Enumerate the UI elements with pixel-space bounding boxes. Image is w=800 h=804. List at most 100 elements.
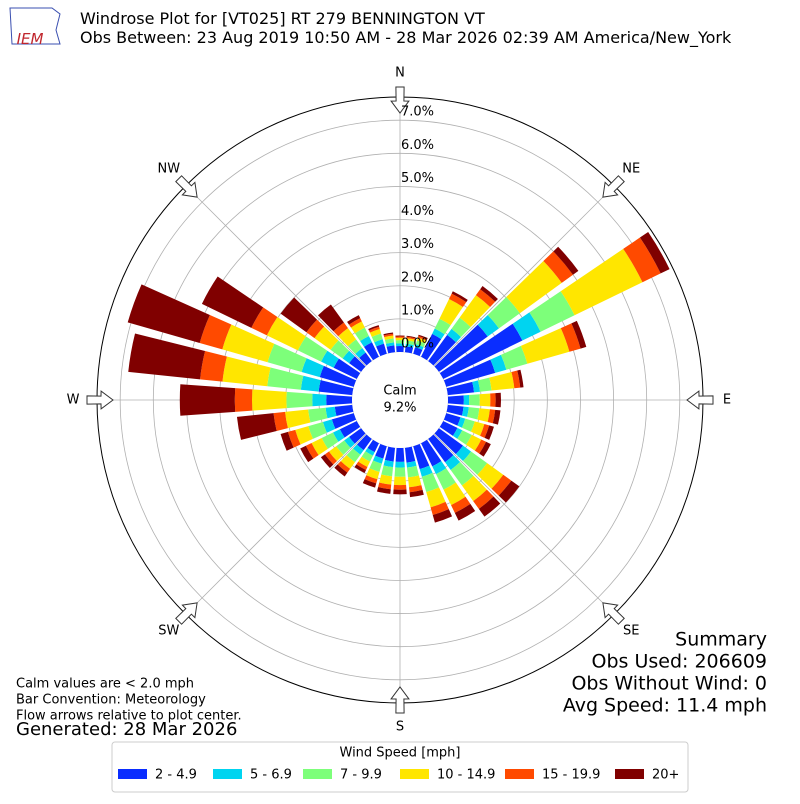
legend-label: 15 - 19.9 <box>542 768 600 783</box>
wind-bar <box>495 392 501 408</box>
wind-bar <box>287 429 301 448</box>
wind-bar <box>474 439 487 454</box>
wind-bar <box>623 237 661 283</box>
wind-bar <box>434 428 464 455</box>
wind-bar <box>447 395 464 405</box>
wind-bar <box>199 314 232 350</box>
wind-bar <box>446 381 475 396</box>
wind-bar <box>406 336 416 340</box>
wind-bar <box>383 460 394 468</box>
wind-bar <box>463 395 470 405</box>
wind-bar <box>280 431 294 451</box>
wind-bar <box>364 475 378 484</box>
wind-bar <box>346 448 361 463</box>
wind-bar <box>360 335 372 347</box>
wind-bar <box>393 489 407 495</box>
wind-bar <box>451 317 471 337</box>
flow-arrow <box>175 602 198 625</box>
wind-bar <box>347 339 363 354</box>
wind-bar <box>463 451 488 475</box>
plot-area: N NE E SE S SW W NW 0.0% 1.0% 2.0% 3.0% 4.0% 5.0% 6.0%… <box>67 66 732 735</box>
wind-bar <box>490 393 496 407</box>
wind-bar <box>409 489 424 498</box>
wind-bar <box>349 356 366 372</box>
wind-bar <box>395 447 405 462</box>
grid-circle <box>152 152 648 648</box>
wind-bar <box>331 413 357 429</box>
wind-bar <box>376 343 387 357</box>
wind-bar <box>325 406 337 419</box>
wind-bar <box>340 455 355 469</box>
wind-bar <box>418 334 428 340</box>
wind-bar <box>478 496 501 517</box>
wind-bar <box>432 461 447 475</box>
legend-swatch <box>118 769 147 779</box>
wind-bar <box>432 509 453 523</box>
wind-bar <box>447 328 462 343</box>
flow-arrow <box>602 175 625 198</box>
compass-label: SW <box>158 624 179 639</box>
wind-bar <box>363 342 380 361</box>
wind-bar <box>446 404 464 416</box>
flow-arrow <box>602 602 625 625</box>
wind-bar <box>517 369 524 388</box>
wind-bar <box>560 248 643 316</box>
wind-bar <box>328 446 344 462</box>
wind-bar <box>369 328 382 337</box>
wind-bar <box>461 475 487 502</box>
wind-bar <box>234 388 253 412</box>
wind-bar <box>477 408 490 423</box>
wind-bar <box>266 317 306 351</box>
wind-bar <box>334 464 348 477</box>
wind-bar <box>394 467 406 477</box>
wind-bar <box>308 407 328 423</box>
wind-bar <box>371 333 383 343</box>
wind-bar <box>312 393 327 407</box>
wind-bar <box>471 421 485 436</box>
wind-bar <box>395 340 405 344</box>
wind-bar <box>383 333 394 338</box>
spoke <box>185 433 367 615</box>
wind-bar <box>416 337 427 344</box>
wind-bar <box>451 291 468 303</box>
wind-bar <box>457 417 466 428</box>
wind-bar <box>450 462 474 486</box>
wind-bar <box>436 468 456 490</box>
wind-bar <box>336 440 351 455</box>
wind-bar <box>413 347 423 357</box>
wind-bar <box>421 472 440 493</box>
wind-bar <box>127 284 210 343</box>
wind-bar <box>420 439 442 467</box>
wind-bar <box>320 454 334 468</box>
legend-title: Wind Speed [mph] <box>340 746 461 761</box>
legend-label: 10 - 14.9 <box>437 768 495 783</box>
wind-bar <box>358 456 371 468</box>
wind-bar <box>322 419 336 433</box>
wind-bar <box>428 434 454 463</box>
r-tick-label: 5.0% <box>401 171 434 186</box>
wind-bar <box>469 394 480 406</box>
wind-bar <box>222 324 275 363</box>
wind-bar <box>321 350 339 368</box>
wind-bar <box>639 231 670 274</box>
wind-bar <box>467 407 480 420</box>
wind-bar <box>404 446 416 463</box>
summary-line: Obs Used: 206609 <box>592 651 767 673</box>
chart-title: Windrose Plot for [VT025] RT 279 BENNING… <box>80 9 485 28</box>
wind-bar <box>459 295 491 328</box>
wind-bar <box>395 461 405 468</box>
wind-bar <box>432 328 445 340</box>
wind-bar <box>306 319 325 339</box>
wind-bar <box>506 261 562 314</box>
note: Bar Convention: Meteorology <box>16 693 206 708</box>
wind-bar <box>301 358 324 378</box>
wind-bar <box>404 346 414 354</box>
wind-bar <box>480 424 490 438</box>
grid-circle <box>119 119 681 681</box>
wind-bar <box>543 251 574 283</box>
wind-bar <box>201 276 264 328</box>
r-tick-label: 3.0% <box>401 237 434 252</box>
wind-bar <box>443 413 461 426</box>
wind-bar <box>479 393 491 407</box>
